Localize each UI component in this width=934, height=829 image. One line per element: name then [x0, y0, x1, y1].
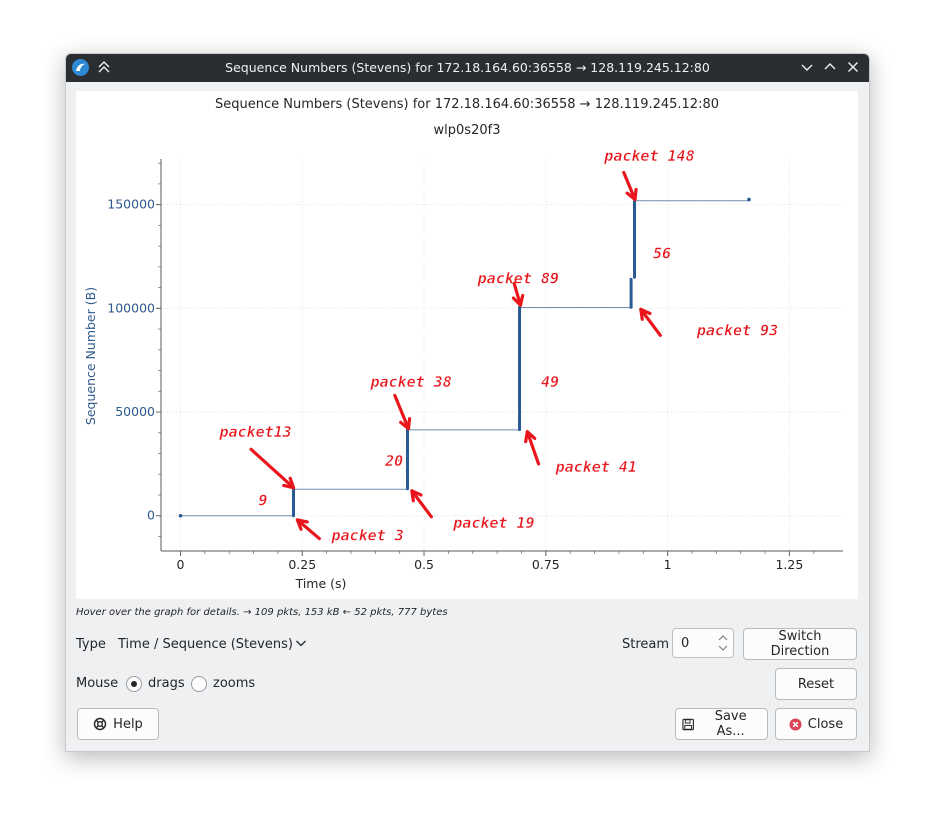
annotation-label: packet13 — [218, 423, 291, 441]
x-tick-label: 1 — [664, 557, 672, 572]
graph-subtitle: wlp0s20f3 — [434, 123, 501, 138]
stream-spinbox[interactable]: 0 — [672, 628, 734, 658]
axes — [156, 159, 843, 556]
annotation-arrow-shaft — [295, 518, 321, 541]
annotation-arrow-head — [399, 417, 412, 431]
y-tick-label: 100000 — [107, 300, 155, 315]
annotation-arrow-shaft — [393, 393, 411, 431]
annotation-arrow-shaft — [249, 447, 296, 490]
help-button[interactable]: Help — [77, 708, 159, 740]
close-label: Close — [807, 716, 844, 732]
type-label: Type — [76, 637, 106, 652]
x-tick-label: 0.75 — [532, 557, 560, 572]
annotation-label: packet 41 — [555, 458, 637, 476]
annotation-arrow-head — [625, 187, 638, 202]
graph-type-combobox[interactable]: Time / Sequence (Stevens) — [116, 632, 316, 656]
help-label: Help — [113, 716, 143, 732]
status-hint: Hover over the graph for details. → 109 … — [76, 607, 448, 618]
chart-canvas[interactable]: Sequence Numbers (Stevens) for 172.18.16… — [76, 91, 858, 599]
tick-labels: 0 0.25 0.5 0.75 1 1.25 0 50000 100000 150000 — [107, 197, 803, 572]
x-tick-label: 0.5 — [414, 557, 434, 572]
y-tick-label: 0 — [147, 508, 155, 523]
save-as-button[interactable]: Save As... — [675, 708, 768, 740]
stream-value: 0 — [681, 636, 690, 651]
switch-direction-button[interactable]: Switch Direction — [743, 628, 857, 660]
annotation-label: packet 3 — [331, 527, 404, 545]
window-title: Sequence Numbers (Stevens) for 172.18.16… — [225, 60, 710, 75]
annotation-label: packet 89 — [477, 269, 559, 287]
annotations: packet13 9 packet 3 packet 38 20 packet 19 pac… — [218, 147, 778, 545]
annotation-label: packet 19 — [452, 514, 534, 532]
annotation-arrow-head — [524, 430, 537, 444]
annotation-arrow-head — [295, 518, 309, 531]
maximize-icon[interactable] — [822, 59, 838, 75]
switch-direction-label: Switch Direction — [770, 629, 830, 659]
title-bar[interactable]: Sequence Numbers (Stevens) for 172.18.16… — [66, 54, 869, 82]
data-series — [178, 197, 751, 518]
zooms-label[interactable]: zooms — [213, 676, 256, 691]
annotation-arrow-head — [282, 476, 296, 490]
stream-label: Stream — [622, 637, 670, 652]
annotation-label: 56 — [653, 245, 671, 263]
packet-point — [178, 513, 183, 518]
annotation-arrow-shaft — [639, 307, 662, 337]
x-tick-label: 1.25 — [775, 557, 803, 572]
spin-arrows-icon[interactable] — [717, 633, 729, 653]
reset-button[interactable]: Reset — [775, 668, 857, 700]
packet-point — [747, 197, 751, 202]
zooms-radio[interactable] — [191, 676, 207, 692]
save-as-label: Save As... — [714, 709, 747, 739]
annotation-arrow-shaft — [512, 281, 523, 307]
annotation-arrow-head — [511, 293, 525, 307]
close-window-icon[interactable] — [845, 59, 861, 75]
annotation-label: 20 — [384, 452, 403, 470]
x-axis-label: Time (s) — [295, 576, 347, 591]
annotation-label: packet 148 — [603, 147, 694, 165]
graph-title: Sequence Numbers (Stevens) for 172.18.16… — [215, 97, 719, 112]
annotation-arrow-shaft — [410, 489, 433, 519]
drags-radio[interactable] — [126, 676, 142, 692]
chevron-down-icon — [294, 636, 308, 654]
annotation-arrow-shaft — [525, 430, 541, 466]
y-tick-label: 150000 — [107, 197, 155, 212]
mouse-label: Mouse — [76, 676, 119, 691]
minimize-icon[interactable] — [799, 59, 815, 75]
floppy-disk-icon — [682, 718, 694, 730]
sequence-graph[interactable]: Sequence Numbers (Stevens) for 172.18.16… — [76, 91, 858, 599]
drags-label[interactable]: drags — [148, 676, 185, 691]
annotation-label: 49 — [541, 373, 559, 391]
reset-label: Reset — [797, 676, 835, 692]
close-circle-icon — [789, 718, 802, 730]
annotation-arrow-shaft — [622, 170, 637, 202]
grid-lines — [161, 159, 843, 551]
graph-window: Sequence Numbers (Stevens) for 172.18.16… — [65, 53, 870, 752]
annotation-arrow-head — [639, 307, 652, 321]
lifebuoy-icon — [93, 717, 107, 731]
x-tick-label: 0 — [177, 557, 185, 572]
y-tick-label: 50000 — [115, 404, 155, 419]
y-axis-label: Sequence Number (B) — [83, 287, 98, 425]
keep-above-icon[interactable] — [96, 59, 112, 75]
wireshark-app-icon[interactable] — [72, 59, 89, 76]
close-button[interactable]: Close — [775, 708, 857, 740]
x-tick-label: 0.25 — [288, 557, 316, 572]
annotation-label: packet 93 — [696, 321, 778, 339]
graph-type-value: Time / Sequence (Stevens) — [118, 637, 293, 652]
annotation-arrow-head — [410, 489, 423, 503]
annotation-label: 9 — [258, 491, 267, 509]
annotation-label: packet 38 — [369, 373, 451, 391]
